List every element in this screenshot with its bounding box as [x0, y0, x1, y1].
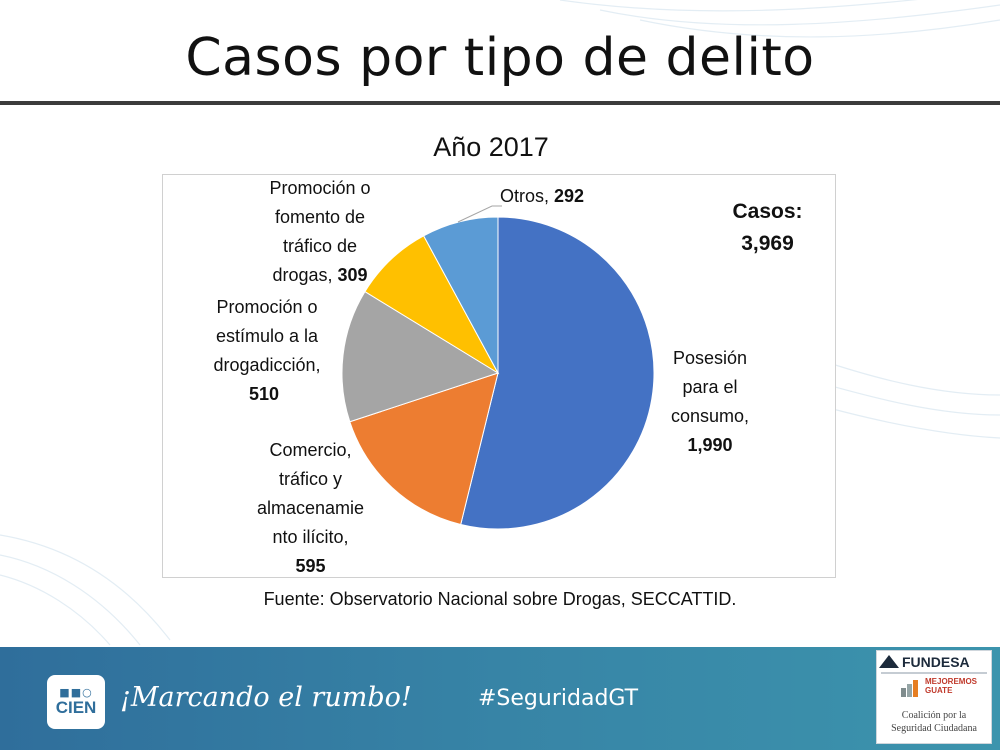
fundesa-logo: FUNDESA [879, 654, 989, 672]
coalicion-text: Coalición por la Seguridad Ciudadana [891, 710, 977, 734]
cien-logo: ■■○ CIEN [47, 675, 105, 729]
page-title: Casos por tipo de delito [185, 28, 815, 88]
slice-posesion [460, 216, 655, 530]
fundesa-mountain-icon [879, 655, 899, 668]
fundesa-underline [881, 672, 987, 674]
value-fomento: 309 [337, 265, 368, 285]
data-label-estimulo: Promoción o estímulo a la drogadicción, … [213, 297, 321, 404]
slogan: ¡Marcando el rumbo! [120, 682, 412, 713]
total-label: Casos: [732, 200, 803, 223]
data-label-posesion: Posesión para el consumo, 1,990 [670, 348, 750, 455]
cien-logo-text: CIEN [55, 698, 97, 717]
otros-leader-line [457, 205, 502, 223]
partner-logo-box: FUNDESA MEJOREMOS GUATE Coalición por la… [876, 650, 992, 744]
title-divider [0, 101, 1000, 105]
total-value: 3,969 [741, 232, 794, 255]
slice-estimulo [341, 290, 500, 423]
data-label-otros: Otros, 292 [500, 186, 585, 206]
total-cases: Casos: 3,969 [710, 196, 825, 260]
data-label-comercio: Comercio, tráfico y almacenamie nto ilíc… [256, 440, 365, 576]
value-otros: 292 [554, 186, 585, 206]
hashtag: #SeguridadGT [478, 686, 639, 711]
slice-otros [423, 216, 499, 374]
chart-title: Año 2017 [433, 132, 549, 162]
cien-dots-icon: ■■○ [59, 686, 93, 699]
slice-comercio [349, 372, 499, 526]
value-estimulo: 510 [249, 384, 280, 404]
mejoremos-guate-text: MEJOREMOS GUATE [925, 677, 978, 695]
value-posesion: 1,990 [687, 435, 733, 455]
footer-bar [0, 647, 1000, 750]
source-note: Fuente: Observatorio Nacional sobre Drog… [263, 589, 737, 609]
value-comercio: 595 [295, 556, 326, 576]
data-label-fomento: Promoción o fomento de tráfico de drogas… [269, 178, 371, 285]
mejoremos-guate-icon [901, 680, 918, 697]
